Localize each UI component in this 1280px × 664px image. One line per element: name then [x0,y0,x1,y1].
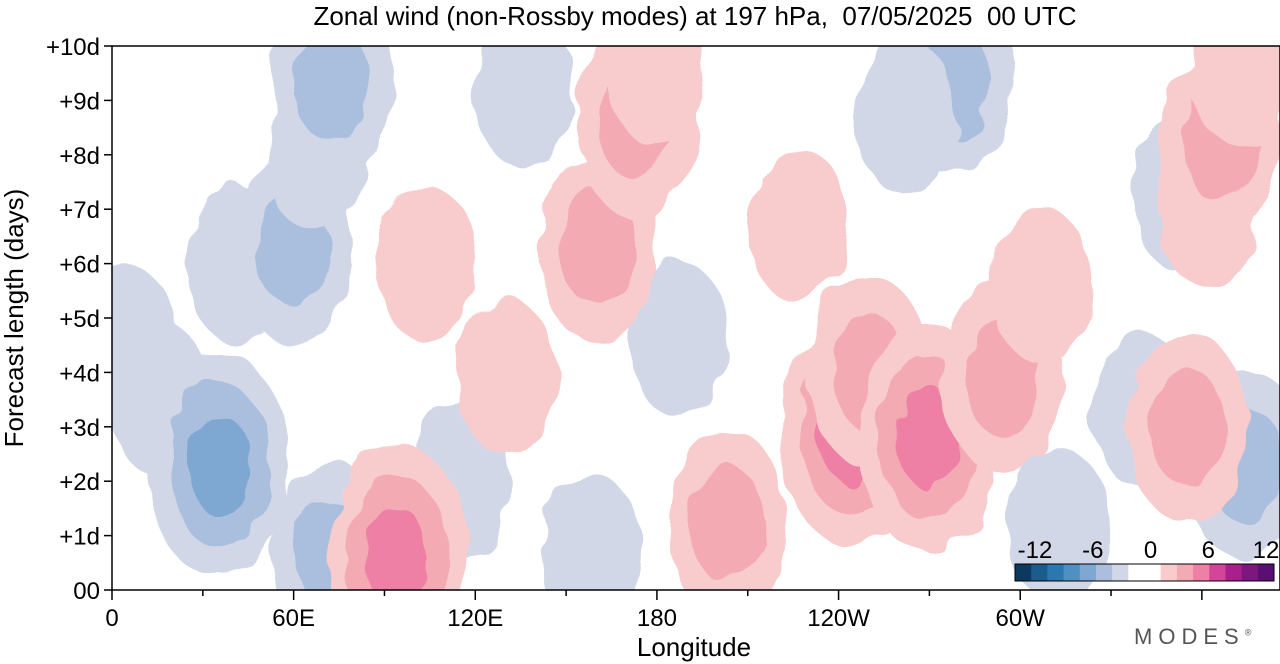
y-axis: 00 +1d +2d +3d +4d +5d +6d +7d +8d +9d +10d [46,34,112,605]
colorbar-swatch [1015,564,1032,581]
chart-title: Zonal wind (non-Rossby modes) at 197 hPa… [313,1,1077,31]
colorbar: -12 -6 0 6 12 [1014,537,1280,582]
colorbar-label: -6 [1082,537,1103,564]
colorbar-label: 12 [1253,537,1280,564]
y-tick-label: +9d [59,88,100,115]
westerly-anomaly-blob [376,185,477,342]
y-tick-label: +8d [59,143,100,170]
westerly-anomaly-blob [1150,367,1225,486]
westerly-anomaly-blob [748,147,849,304]
y-tick-label: 00 [73,578,100,605]
colorbar-swatch [1095,564,1113,581]
colorbar-swatch [1128,564,1145,581]
colorbar-frame [1014,563,1275,582]
westerly-anomaly-blob [1189,46,1280,146]
westerly-anomaly-blob [897,387,960,489]
y-tick-label: +6d [59,252,100,279]
colorbar-label: 6 [1202,537,1215,564]
colorbar-swatch [1063,564,1081,581]
x-tick-label: 180 [637,605,677,632]
x-tick-label: 0 [105,605,118,632]
colorbar-swatch [1144,564,1162,581]
colorbar-swatch [1079,564,1097,581]
y-tick-label: +1d [59,524,100,551]
colorbar-label: 0 [1144,537,1157,564]
colorbar-swatch [1193,564,1210,581]
colorbar-swatch [1241,564,1259,581]
y-tick-label: +3d [59,415,100,442]
westerly-anomaly-blob [457,299,558,456]
y-tick-label: +4d [59,360,100,387]
x-tick-label: 60E [272,605,315,632]
easterly-anomaly-blob [855,46,956,195]
easterly-anomaly-blob [473,46,574,168]
colorbar-swatch [1031,564,1048,581]
y-axis-label: Forecast length (days) [0,189,29,448]
easterly-anomaly-blob [187,414,250,516]
logo-text: MODES [1134,624,1245,649]
y-tick-label: +2d [59,469,100,496]
modes-logo: MODES® [1134,624,1252,649]
colorbar-swatch [1209,564,1226,581]
easterly-anomaly-blob [295,46,370,144]
x-axis: 0 60E 120E 180 120W 60W [105,590,1203,632]
easterly-anomaly-blob [1007,446,1108,590]
y-tick-label: +7d [59,197,100,224]
x-tick-label: 120E [447,605,503,632]
colorbar-swatch [1225,564,1243,581]
colorbar-label: -12 [1018,537,1053,564]
y-tick-label: +10d [46,34,100,61]
colorbar-swatch [1176,564,1194,581]
easterly-anomaly-blob [628,261,729,418]
colorbar-swatch [1160,564,1178,581]
westerly-anomaly-blob [690,465,765,584]
easterly-anomaly-blob [541,473,642,590]
westerly-anomaly-blob [560,188,635,307]
colorbar-swatch [1257,564,1275,581]
colorbar-swatch [1112,564,1129,581]
contour-fill-group [112,46,1280,590]
y-tick-label: +5d [59,306,100,333]
x-tick-label: 60W [996,605,1046,632]
westerly-anomaly-blob [606,46,707,146]
westerly-anomaly-blob [365,506,429,590]
x-axis-label: Longitude [637,632,751,662]
colorbar-swatch [1047,564,1065,581]
westerly-anomaly-blob [991,207,1092,364]
x-tick-label: 120W [807,605,870,632]
